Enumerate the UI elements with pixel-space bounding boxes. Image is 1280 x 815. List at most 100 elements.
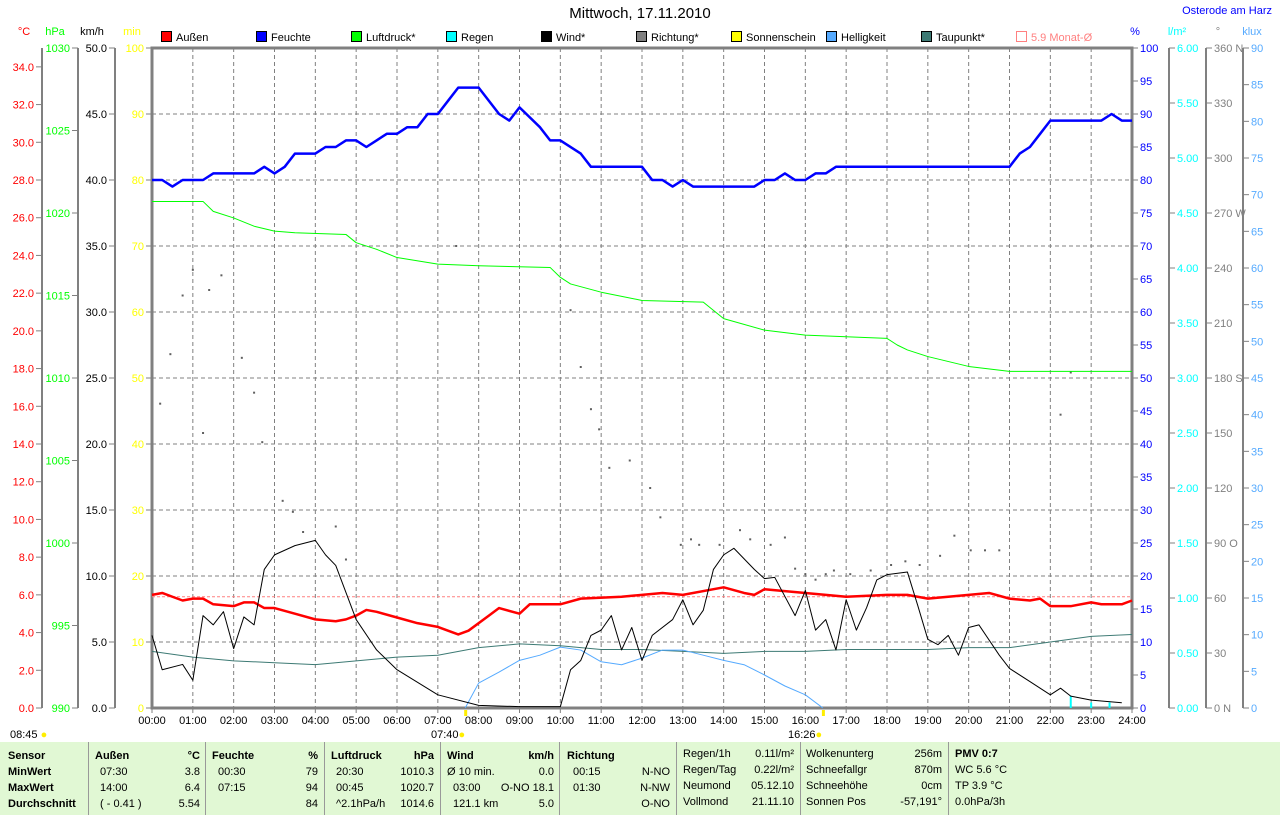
richtung-value: N-NO: [641, 766, 670, 778]
temp-tick-label: 28.0: [13, 175, 34, 187]
legend-swatch: [1016, 31, 1027, 42]
direction-point: [1069, 371, 1072, 374]
legend-item[interactable]: Regen: [446, 31, 493, 44]
header-wind-unit: km/h: [528, 750, 554, 762]
direction-point: [598, 428, 601, 431]
direction-point: [181, 294, 184, 297]
min-tick-label: 0: [138, 703, 144, 715]
direction-point: [208, 289, 211, 291]
min-tick-label: 40: [132, 439, 144, 451]
legend-item[interactable]: Wind*: [541, 31, 585, 44]
rain-moon-value: 0.11l/m²: [755, 748, 794, 760]
temp-tick-label: 22.0: [13, 288, 34, 300]
legend-label: Außen: [176, 32, 209, 44]
legend-item[interactable]: Luftdruck*: [351, 31, 416, 44]
x-tick-label: 22:00: [1037, 715, 1065, 727]
legend-swatch: [351, 31, 362, 42]
comfort-value: TP 3.9 °C: [955, 780, 1003, 792]
location-label[interactable]: Osterode am Harz: [1182, 5, 1272, 17]
cloud-snow-value: 0cm: [921, 780, 942, 792]
legend-item[interactable]: Außen: [161, 31, 208, 44]
header-aussen: Außen: [95, 750, 130, 762]
direction-point: [783, 536, 786, 539]
feuchte-value: 94: [305, 782, 318, 794]
legend-label: 5.9 Monat-Ø: [1031, 32, 1093, 44]
legend-item[interactable]: 5.9 Monat-Ø: [1016, 31, 1092, 44]
dir-tick-label: 150: [1214, 428, 1232, 440]
wind-value: 5.0: [538, 798, 554, 810]
min-tick-label: 20: [132, 571, 144, 583]
min-tick-label: 70: [132, 241, 144, 253]
sun-marker: [464, 710, 468, 716]
lux-tick-label: 20: [1251, 556, 1263, 568]
rain-tick-label: 5.00: [1177, 153, 1198, 165]
direction-point: [814, 578, 817, 581]
temp-tick-label: 26.0: [13, 213, 34, 225]
cloud-snow-label: Schneefallgr: [806, 764, 868, 776]
lux-tick-label: 85: [1251, 80, 1263, 92]
aussen-time: ( - 0.41 ): [100, 798, 142, 810]
direction-point: [628, 459, 631, 462]
legend-swatch: [731, 31, 742, 42]
legend-label: Wind*: [556, 32, 586, 44]
min-tick-label: 50: [132, 373, 144, 385]
legend-item[interactable]: Feuchte: [256, 31, 311, 44]
legend-label: Helligkeit: [841, 32, 886, 44]
rain-tick-label: 0.50: [1177, 648, 1198, 660]
divider: [324, 742, 325, 815]
sunset-label: 16:26●: [788, 729, 823, 741]
pct-tick-label: 90: [1140, 109, 1152, 121]
x-tick-label: 13:00: [669, 715, 697, 727]
direction-point: [939, 554, 942, 557]
lux-tick-label: 90: [1251, 43, 1263, 55]
temp-tick-label: 0.0: [19, 703, 34, 715]
rain-bar: [1090, 702, 1093, 708]
direction-point: [953, 534, 956, 537]
min-tick-label: 10: [132, 637, 144, 649]
header-feuchte-unit: %: [308, 750, 318, 762]
pct-tick-label: 70: [1140, 241, 1152, 253]
cloud-snow-value: 870m: [914, 764, 942, 776]
direction-point: [220, 274, 223, 277]
richtung-time: 01:30: [573, 782, 601, 794]
direction-point: [240, 356, 243, 359]
luftdruck-value: 1014.6: [400, 798, 434, 810]
direction-point: [904, 560, 907, 563]
legend-item[interactable]: Helligkeit: [826, 31, 886, 44]
pct-tick-label: 30: [1140, 505, 1152, 517]
rain-moon-value: 05.12.10: [751, 780, 794, 792]
lux-tick-label: 5: [1251, 666, 1257, 678]
direction-point: [159, 402, 162, 405]
x-tick-label: 24:00: [1118, 715, 1146, 727]
direction-point: [253, 391, 256, 394]
legend-item[interactable]: Richtung*: [636, 31, 699, 44]
rain-tick-label: 2.00: [1177, 483, 1198, 495]
series-taupunkt: [151, 633, 1133, 666]
min-tick-label: 90: [132, 109, 144, 121]
direction-point: [302, 531, 305, 533]
pct-tick-label: 15: [1140, 604, 1152, 616]
direction-point: [832, 569, 835, 572]
x-tick-label: 18:00: [873, 715, 901, 727]
direction-point: [769, 543, 772, 546]
pct-tick-label: 45: [1140, 406, 1152, 418]
legend-item[interactable]: Sonnenschein: [731, 31, 816, 44]
series-helligkeit: [464, 646, 824, 709]
rain-moon-value: 21.11.10: [751, 796, 794, 808]
min-tick-label: 30: [132, 505, 144, 517]
lux-axis-unit: klux: [1242, 26, 1262, 38]
lux-tick-label: 60: [1251, 263, 1263, 275]
direction-point: [334, 525, 337, 528]
lux-tick-label: 30: [1251, 483, 1263, 495]
comfort-value: PMV 0:7: [955, 748, 998, 760]
direction-point: [824, 573, 827, 576]
temp-tick-label: 8.0: [19, 552, 34, 564]
legend-item[interactable]: Taupunkt*: [921, 31, 985, 44]
temp-tick-label: 6.0: [19, 590, 34, 602]
rain-tick-label: 4.00: [1177, 263, 1198, 275]
lux-tick-label: 45: [1251, 373, 1263, 385]
luftdruck-time: 20:30: [336, 766, 364, 778]
richtung-value: N-NW: [640, 782, 670, 794]
rain-moon-label: Neumond: [683, 780, 731, 792]
lux-tick-label: 10: [1251, 630, 1263, 642]
